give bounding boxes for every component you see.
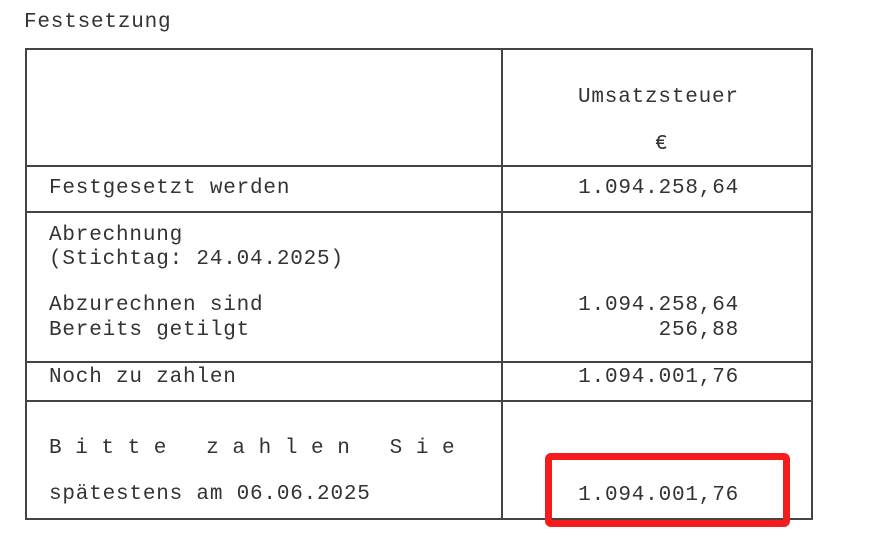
row-value: 256,88 <box>658 319 739 342</box>
row-divider <box>25 165 813 167</box>
row-label: Abzurechnen sind <box>49 294 264 317</box>
row-value: 1.094.001,76 <box>578 366 739 389</box>
row-label: Festgesetzt werden <box>49 177 291 200</box>
row-label: Bereits getilgt <box>49 319 251 342</box>
payment-request-label: Bitte zahlen Sie <box>49 437 469 460</box>
table-border-left <box>25 48 27 520</box>
highlight-box <box>545 453 790 527</box>
row-divider <box>25 400 813 402</box>
section-title: Festsetzung <box>24 11 172 34</box>
row-divider <box>25 211 813 213</box>
column-header: Umsatzsteuer <box>578 86 739 109</box>
row-sublabel: (Stichtag: 24.04.2025) <box>49 248 344 271</box>
payment-amount: 1.094.001,76 <box>578 484 739 507</box>
row-label: Abrechnung <box>49 224 184 247</box>
row-value: 1.094.258,64 <box>578 177 739 200</box>
row-value: 1.094.258,64 <box>578 294 739 317</box>
column-divider <box>501 48 503 520</box>
payment-due-date: spätestens am 06.06.2025 <box>49 483 371 506</box>
table-border-right <box>811 48 813 520</box>
row-divider <box>25 361 813 363</box>
currency-label: € <box>655 133 669 156</box>
table-border-top <box>25 48 813 50</box>
row-label: Noch zu zahlen <box>49 366 237 389</box>
table-border-bottom <box>25 518 813 520</box>
